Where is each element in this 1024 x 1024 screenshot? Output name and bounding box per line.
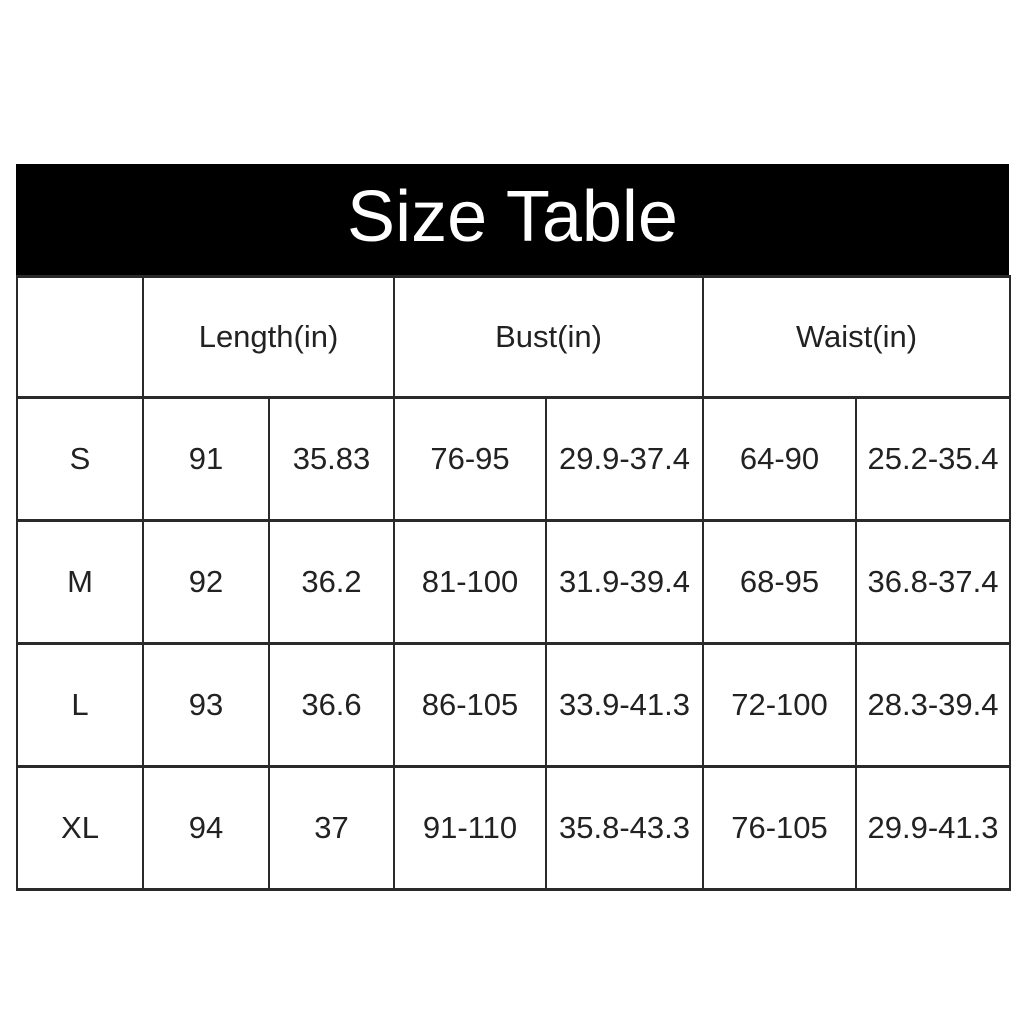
table-cell: 31.9-39.4 [545,519,704,645]
header-bust: Bust(in) [393,275,704,399]
size-row-label: XL [16,765,144,891]
table-cell: 36.8-37.4 [855,519,1011,645]
table-cell: 92 [142,519,270,645]
size-table-header-row: Length(in) Bust(in) Waist(in) [16,275,1011,399]
size-row-m: M 92 36.2 81-100 31.9-39.4 68-95 36.8-37… [16,519,1011,645]
size-table: Length(in) Bust(in) Waist(in) S 91 35.83… [16,275,1011,891]
size-row-label: S [16,396,144,522]
size-row-label: M [16,519,144,645]
size-chart-image: Size Table Length(in) Bust(in) Waist(in)… [16,164,1011,891]
table-cell: 35.8-43.3 [545,765,704,891]
size-row-s: S 91 35.83 76-95 29.9-37.4 64-90 25.2-35… [16,396,1011,522]
header-waist: Waist(in) [702,275,1011,399]
size-table-title: Size Table [347,176,678,257]
table-cell: 68-95 [702,519,857,645]
header-length: Length(in) [142,275,395,399]
table-cell: 91 [142,396,270,522]
size-row-label: L [16,642,144,768]
table-cell: 91-110 [393,765,547,891]
table-cell: 36.6 [268,642,395,768]
table-cell: 28.3-39.4 [855,642,1011,768]
table-cell: 64-90 [702,396,857,522]
table-cell: 94 [142,765,270,891]
table-cell: 76-105 [702,765,857,891]
table-cell: 76-95 [393,396,547,522]
table-cell: 35.83 [268,396,395,522]
table-cell: 37 [268,765,395,891]
header-corner-cell [16,275,144,399]
size-table-title-bar: Size Table [16,164,1009,275]
table-cell: 36.2 [268,519,395,645]
size-row-xl: XL 94 37 91-110 35.8-43.3 76-105 29.9-41… [16,765,1011,891]
table-cell: 29.9-41.3 [855,765,1011,891]
table-cell: 72-100 [702,642,857,768]
table-cell: 29.9-37.4 [545,396,704,522]
table-cell: 86-105 [393,642,547,768]
table-cell: 33.9-41.3 [545,642,704,768]
table-cell: 93 [142,642,270,768]
table-cell: 25.2-35.4 [855,396,1011,522]
table-cell: 81-100 [393,519,547,645]
size-row-l: L 93 36.6 86-105 33.9-41.3 72-100 28.3-3… [16,642,1011,768]
